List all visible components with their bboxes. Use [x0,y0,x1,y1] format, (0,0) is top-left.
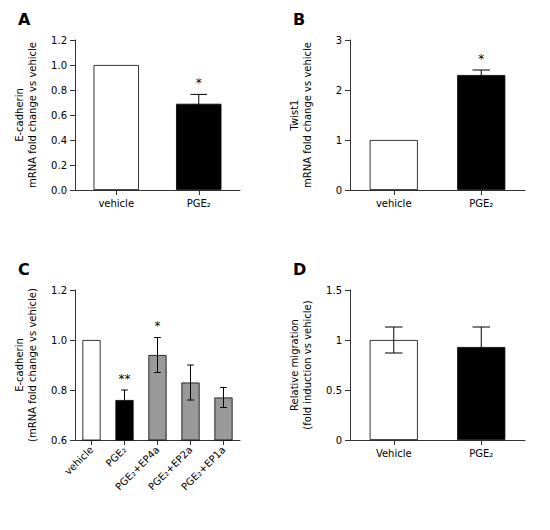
svg-text:0.5: 0.5 [326,385,342,396]
svg-text:PGE₂: PGE₂ [469,448,493,459]
svg-text:Twist1: Twist1 [289,100,300,132]
svg-text:1: 1 [336,135,342,146]
svg-text:0: 0 [336,435,342,446]
svg-text:E-cadherin: E-cadherin [14,338,25,392]
svg-text:0.0: 0.0 [51,185,67,196]
svg-text:D: D [293,260,306,279]
svg-text:E-cadherin: E-cadherin [14,88,25,142]
svg-text:*: * [478,52,484,66]
svg-text:*: * [196,76,202,90]
svg-text:0.6: 0.6 [51,435,67,446]
svg-text:mRNA fold change vs vehicle: mRNA fold change vs vehicle [302,42,313,188]
svg-text:0.8: 0.8 [51,85,67,96]
svg-text:1.5: 1.5 [326,285,342,296]
svg-text:0.2: 0.2 [51,160,67,171]
svg-text:vehicle: vehicle [62,444,95,477]
svg-text:1: 1 [336,335,342,346]
svg-text:mRNA fold change vs vehicle: mRNA fold change vs vehicle [27,42,38,188]
svg-text:A: A [18,10,31,29]
svg-text:1.2: 1.2 [51,35,67,46]
svg-text:C: C [18,260,30,279]
svg-text:1.0: 1.0 [51,335,67,346]
svg-text:(mRNA fold change vs vehicle): (mRNA fold change vs vehicle) [27,288,38,442]
svg-text:**: ** [119,372,131,386]
svg-text:B: B [293,10,305,29]
svg-text:vehicle: vehicle [376,198,412,209]
svg-text:PGE₂: PGE₂ [104,444,129,469]
svg-text:PGE₂: PGE₂ [187,198,211,209]
svg-text:PGE₂+EP2a: PGE₂+EP2a [146,444,195,493]
svg-text:PGE₂: PGE₂ [469,198,493,209]
svg-text:0.8: 0.8 [51,385,67,396]
svg-text:Relative migration: Relative migration [289,319,300,411]
svg-text:1.0: 1.0 [51,60,67,71]
svg-text:PGE₂+EP4a: PGE₂+EP4a [113,444,162,493]
svg-text:3: 3 [336,35,342,46]
svg-text:0.4: 0.4 [51,135,67,146]
svg-text:(fold induction vs vehicle): (fold induction vs vehicle) [302,300,313,429]
svg-text:1.2: 1.2 [51,285,67,296]
svg-text:2: 2 [336,85,342,96]
svg-text:Vehicle: Vehicle [376,448,412,459]
svg-text:PGE₂+EP1a: PGE₂+EP1a [179,444,227,492]
svg-text:0.6: 0.6 [51,110,67,121]
svg-text:0: 0 [336,185,342,196]
svg-text:*: * [155,319,161,333]
svg-text:vehicle: vehicle [98,198,134,209]
